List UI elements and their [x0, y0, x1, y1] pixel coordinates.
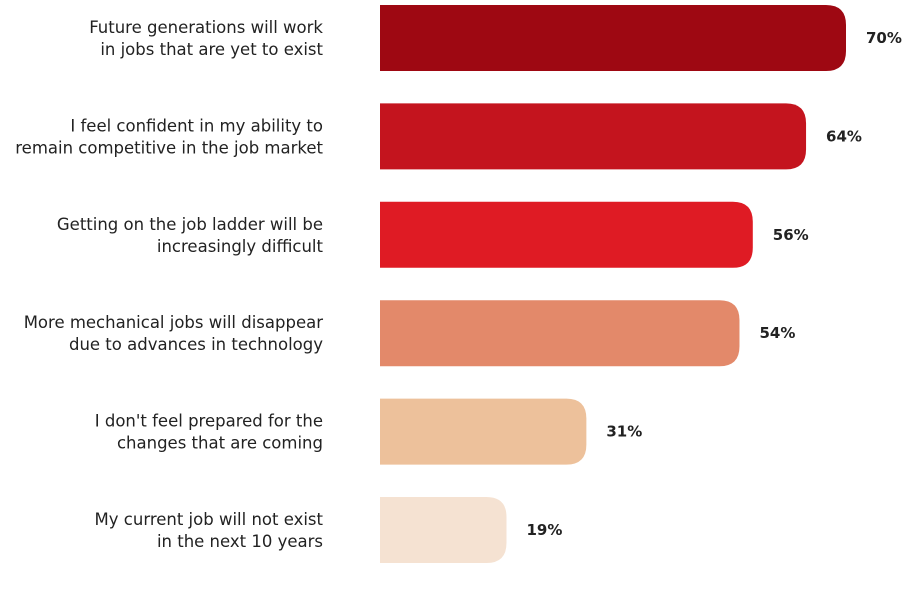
category-label-6-line-2: in the next 10 years — [157, 532, 323, 551]
bars-group — [380, 5, 846, 563]
category-label-5-line-2: changes that are coming — [117, 434, 323, 453]
value-label-6: 19% — [526, 521, 562, 539]
category-label-4-line-2: due to advances in technology — [69, 335, 323, 354]
bar-3 — [380, 201, 753, 268]
category-label-4-line-1: More mechanical jobs will disappear — [24, 313, 324, 332]
category-label-2-line-1: I feel confident in my ability to — [70, 116, 323, 135]
category-label-3-line-1: Getting on the job ladder will be — [57, 215, 323, 234]
category-label-1-line-2: in jobs that are yet to exist — [100, 40, 323, 59]
value-label-1: 70% — [866, 29, 902, 47]
category-label-5-line-1: I don't feel prepared for the — [95, 412, 323, 431]
category-label-3-line-2: increasingly difficult — [157, 237, 324, 256]
category-labels-group: Future generations will work in jobs that… — [15, 18, 323, 551]
value-label-4: 54% — [759, 324, 795, 342]
bar-4 — [380, 300, 740, 367]
value-labels-group: 70% 64% 56% 54% 31% 19% — [526, 29, 901, 539]
bar-1 — [380, 5, 846, 71]
bar-5 — [380, 398, 587, 465]
bar-2 — [380, 103, 807, 170]
category-label-1-line-1: Future generations will work — [89, 18, 323, 37]
category-label-2-line-2: remain competitive in the job market — [15, 138, 323, 157]
value-label-2: 64% — [826, 127, 862, 145]
value-label-5: 31% — [606, 423, 642, 441]
bar-6 — [380, 497, 507, 563]
value-label-3: 56% — [773, 226, 809, 244]
category-label-6-line-1: My current job will not exist — [95, 510, 324, 529]
